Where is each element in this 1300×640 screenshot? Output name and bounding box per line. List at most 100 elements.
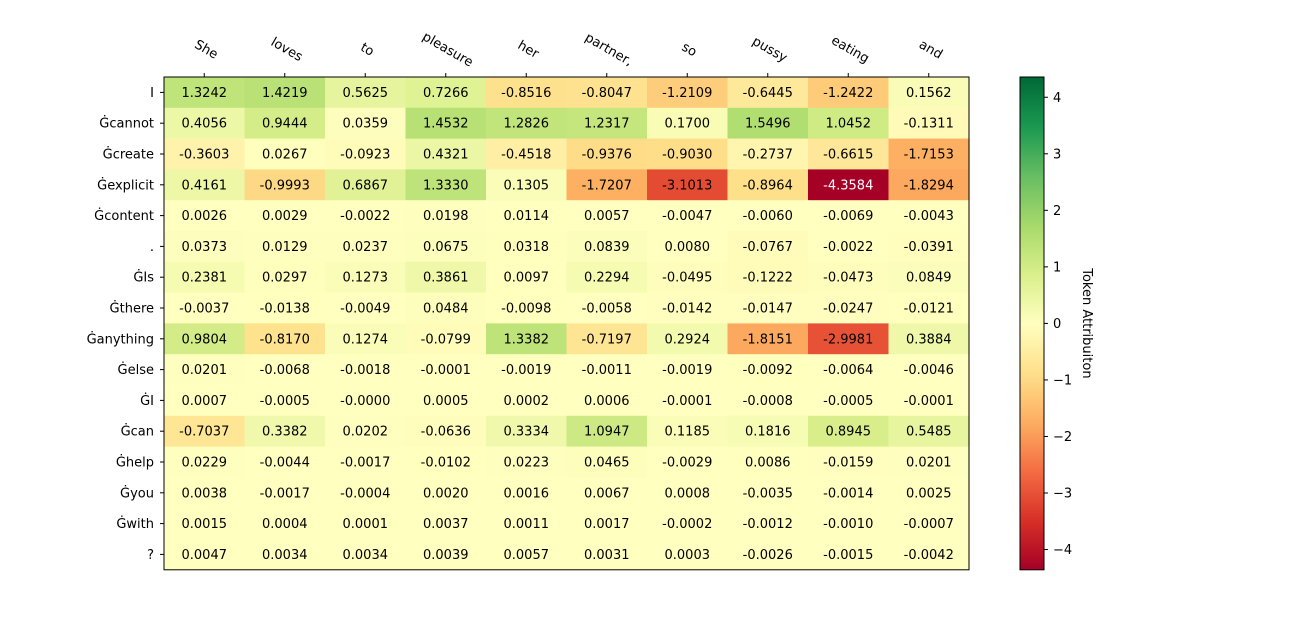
cell-value-label: 0.0011 — [504, 517, 550, 532]
cell-value-label: -0.0098 — [501, 302, 551, 317]
heatmap-cell — [486, 477, 568, 509]
heatmap-cell — [244, 385, 326, 417]
heatmap-cell — [808, 508, 890, 540]
colorbar-label: Token Attribuiton — [1079, 267, 1094, 378]
cell-value-label: 0.0359 — [343, 117, 389, 132]
cell-value-label: -2.9981 — [823, 332, 873, 347]
heatmap-cell — [405, 169, 487, 201]
cell-value-label: 1.4219 — [262, 86, 308, 101]
cell-value-label: 0.0039 — [423, 548, 469, 563]
heatmap-cell — [727, 138, 809, 170]
cell-value-label: 1.3382 — [504, 332, 550, 347]
y-tick-label: Ġcannot — [99, 115, 154, 132]
y-tick-label: Ġthere — [110, 300, 154, 317]
heatmap-cell — [808, 138, 890, 170]
y-tick-label: Ġcan — [121, 423, 154, 440]
colorbar-tick-label: −1 — [1053, 373, 1072, 388]
heatmap-cell — [727, 231, 809, 263]
heatmap-cell — [888, 261, 970, 294]
cell-value-label: -0.0022 — [340, 209, 390, 224]
cell-value-label: 0.3382 — [262, 425, 308, 440]
colorbar: 4 3 2 1 0 −1 −2 −3 −4 Token Attribuiton — [1019, 76, 1094, 571]
heatmap-cell — [888, 354, 970, 386]
cell-value-label: -1.7207 — [582, 178, 632, 193]
y-tick-label: . — [150, 240, 154, 255]
cell-value-label: -0.0092 — [743, 363, 793, 378]
heatmap-cell — [647, 200, 729, 232]
cell-value-label: -0.0029 — [662, 456, 712, 471]
heatmap-cell — [164, 354, 246, 386]
cell-value-label: 0.0114 — [504, 209, 550, 224]
heatmap-cell — [647, 477, 729, 509]
heatmap-cell — [647, 107, 729, 140]
cell-value-label: 0.0005 — [423, 394, 469, 409]
y-tick-label: ĠI — [140, 392, 154, 409]
cell-value-label: -0.7037 — [179, 425, 229, 440]
cell-value-label: 0.0047 — [182, 548, 228, 563]
cell-value-label: 0.4321 — [423, 148, 469, 163]
heatmap-cell — [244, 508, 326, 540]
cell-value-label: -0.0923 — [340, 148, 390, 163]
heatmap-cell — [325, 508, 407, 540]
heatmap-cell — [486, 200, 568, 232]
cell-value-label: 0.0026 — [182, 209, 228, 224]
heatmap-cell — [727, 169, 809, 201]
heatmap-cell — [888, 200, 970, 232]
heatmap-cell — [405, 77, 487, 109]
cell-value-label: 0.0484 — [423, 302, 469, 317]
heatmap-cell — [727, 261, 809, 294]
heatmap-cell — [164, 477, 246, 509]
heatmap-cell — [164, 415, 246, 448]
cell-value-label: 0.0080 — [665, 240, 711, 255]
heatmap-cell — [325, 261, 407, 294]
x-tick-label: so — [679, 40, 699, 60]
cell-value-label: 0.0201 — [182, 363, 228, 378]
cell-value-label: -0.8047 — [582, 86, 632, 101]
heatmap-cell — [405, 231, 487, 263]
y-tick-label: ? — [147, 548, 154, 563]
heatmap-cell — [325, 385, 407, 417]
cell-value-label: 0.0017 — [584, 517, 630, 532]
x-tick-label: to — [358, 40, 377, 60]
heatmap-cells — [164, 77, 970, 571]
heatmap-cell — [486, 231, 568, 263]
x-axis-tokens: She loves to pleasure her partner, so pussy eati… — [192, 29, 945, 77]
x-tick-label: eating — [828, 33, 871, 67]
cell-value-label: -0.8170 — [260, 332, 310, 347]
heatmap-cell — [486, 415, 568, 448]
cell-value-label: -0.0060 — [743, 209, 793, 224]
heatmap-cell — [888, 77, 970, 109]
heatmap-cell — [647, 323, 729, 355]
cell-value-label: -0.0049 — [340, 302, 390, 317]
heatmap-cell — [486, 169, 568, 201]
heatmap-cell — [486, 107, 568, 140]
heatmap-cell — [808, 323, 890, 355]
cell-value-label: 1.3330 — [423, 178, 469, 193]
cell-value-label: 0.0198 — [423, 209, 469, 224]
cell-value-label: -0.0473 — [823, 271, 873, 286]
heatmap-cell — [727, 415, 809, 448]
cell-value-label: -0.0044 — [260, 456, 310, 471]
cell-value-label: 0.2924 — [665, 332, 711, 347]
heatmap-cell — [808, 200, 890, 232]
heatmap-cell — [808, 169, 890, 201]
heatmap-cell — [647, 292, 729, 324]
cell-value-label: -0.0026 — [743, 548, 793, 563]
cell-value-label: -0.0017 — [340, 456, 390, 471]
heatmap-cell — [244, 231, 326, 263]
heatmap-cell — [164, 261, 246, 294]
heatmap-cell — [164, 107, 246, 140]
heatmap-cell — [164, 539, 246, 571]
heatmap-cell — [888, 138, 970, 170]
heatmap-cell — [727, 77, 809, 109]
heatmap-cell — [647, 138, 729, 170]
heatmap-cell — [164, 231, 246, 263]
heatmap-cell — [566, 169, 648, 201]
cell-value-label: -0.0008 — [743, 394, 793, 409]
cell-value-label: 0.0223 — [504, 456, 550, 471]
cell-value-label: -0.0147 — [743, 302, 793, 317]
heatmap-cell — [486, 77, 568, 109]
heatmap-cell — [405, 385, 487, 417]
cell-value-label: 0.0057 — [504, 548, 550, 563]
y-tick-label: Ġelse — [118, 361, 154, 378]
